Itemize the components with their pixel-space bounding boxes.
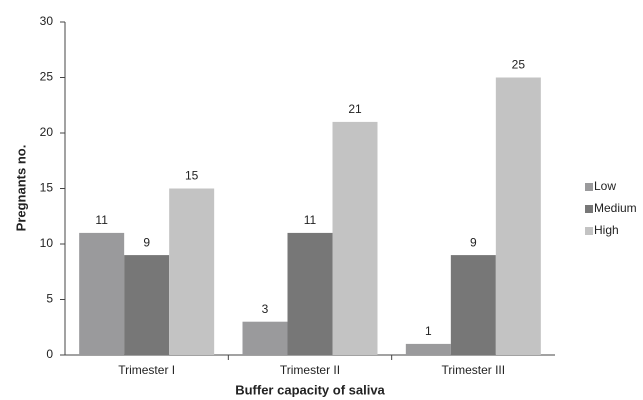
legend-label: Low <box>594 179 616 193</box>
y-tick-label: 25 <box>40 70 54 84</box>
bar <box>287 232 333 355</box>
bar <box>124 255 170 355</box>
data-label: 3 <box>262 302 269 316</box>
legend-swatch <box>585 183 593 191</box>
data-label: 21 <box>348 102 362 116</box>
x-tick-label: Trimester III <box>442 363 506 377</box>
bar <box>405 343 451 355</box>
bar <box>79 232 125 355</box>
y-axis-label: Pregnants no. <box>13 145 28 232</box>
y-tick-label: 5 <box>46 292 53 306</box>
data-label: 11 <box>95 213 108 227</box>
y-tick-label: 30 <box>40 14 54 28</box>
bar <box>332 121 378 356</box>
legend-swatch <box>585 205 593 213</box>
y-tick-label: 15 <box>40 181 54 195</box>
bar <box>242 321 288 355</box>
y-tick-label: 20 <box>40 125 54 139</box>
y-tick-label: 10 <box>40 236 54 250</box>
data-label: 15 <box>185 169 199 183</box>
bar <box>495 77 541 355</box>
data-label: 9 <box>143 235 150 249</box>
x-axis-label: Buffer capacity of saliva <box>235 382 385 397</box>
data-label: 25 <box>512 58 526 72</box>
bar <box>169 188 215 355</box>
legend-label: High <box>594 223 619 237</box>
legend-swatch <box>585 227 593 235</box>
bar <box>450 255 496 355</box>
data-label: 9 <box>470 235 477 249</box>
x-tick-label: Trimester I <box>118 363 175 377</box>
y-tick-label: 0 <box>46 347 53 361</box>
legend-label: Medium <box>594 201 637 215</box>
data-label: 1 <box>425 324 432 338</box>
data-label: 11 <box>304 213 317 227</box>
x-tick-label: Trimester II <box>280 363 340 377</box>
